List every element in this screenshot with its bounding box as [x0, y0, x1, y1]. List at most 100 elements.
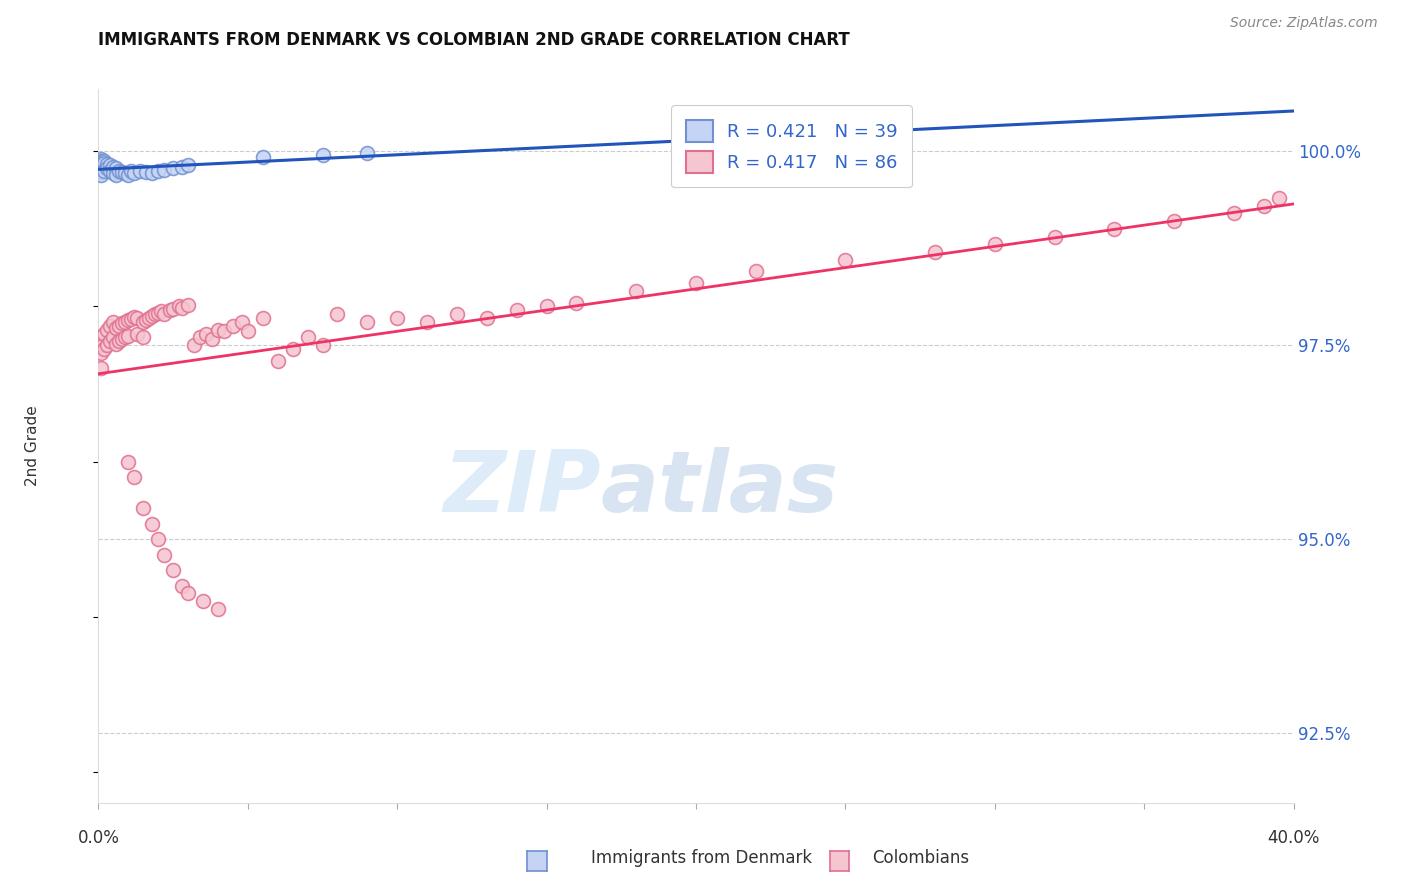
Point	[191, 594, 214, 608]
Point	[172, 160, 194, 174]
Point	[93, 156, 115, 170]
Point	[153, 307, 176, 321]
Point	[111, 317, 134, 331]
Point	[90, 156, 112, 170]
Point	[117, 313, 139, 327]
Point	[108, 318, 131, 333]
Text: Colombians: Colombians	[872, 849, 969, 867]
Point	[195, 326, 218, 341]
Point	[117, 454, 139, 468]
Point	[90, 153, 112, 168]
Point	[1253, 198, 1275, 212]
Point	[141, 516, 163, 531]
Point	[91, 338, 114, 352]
Point	[90, 161, 112, 176]
Point	[93, 342, 115, 356]
Point	[148, 164, 170, 178]
Point	[356, 315, 378, 329]
Point	[90, 168, 112, 182]
Point	[124, 310, 146, 325]
Point	[297, 330, 319, 344]
Point	[124, 470, 146, 484]
Point	[162, 563, 184, 577]
Point	[236, 324, 259, 338]
Text: IMMIGRANTS FROM DENMARK VS COLOMBIAN 2ND GRADE CORRELATION CHART: IMMIGRANTS FROM DENMARK VS COLOMBIAN 2ND…	[98, 30, 851, 48]
Point	[150, 304, 173, 318]
Point	[100, 164, 122, 178]
Point	[148, 532, 170, 546]
Point	[685, 276, 707, 290]
Point	[132, 501, 155, 516]
Point	[1043, 229, 1066, 244]
Point	[565, 295, 588, 310]
Point	[138, 311, 160, 326]
Point	[506, 303, 529, 318]
Point	[177, 586, 200, 600]
Point	[96, 156, 118, 170]
Point	[103, 330, 125, 344]
Point	[93, 163, 115, 178]
Point	[231, 315, 253, 329]
Point	[162, 301, 184, 316]
Point	[924, 245, 946, 260]
Point	[311, 148, 333, 162]
Point	[222, 318, 245, 333]
Point	[446, 307, 468, 321]
Point	[207, 323, 229, 337]
Point	[90, 163, 112, 178]
Point	[172, 301, 194, 315]
Point	[105, 161, 128, 176]
Point	[153, 548, 176, 562]
Point	[141, 166, 163, 180]
Point	[100, 158, 122, 172]
Point	[90, 157, 112, 171]
Point	[162, 161, 184, 176]
Legend: R = 0.421   N = 39, R = 0.417   N = 86: R = 0.421 N = 39, R = 0.417 N = 86	[671, 105, 912, 187]
Point	[135, 312, 157, 326]
Point	[127, 326, 149, 341]
Point	[135, 165, 157, 179]
Point	[96, 161, 118, 176]
Point	[834, 252, 856, 267]
Point	[100, 318, 122, 333]
Point	[1163, 214, 1185, 228]
Point	[132, 330, 155, 344]
Point	[93, 153, 115, 168]
Point	[105, 336, 128, 351]
Point	[96, 338, 118, 352]
Text: ZIP: ZIP	[443, 447, 600, 531]
Point	[89, 156, 111, 170]
Point	[114, 166, 136, 180]
Text: Source: ZipAtlas.com: Source: ZipAtlas.com	[1230, 16, 1378, 29]
Point	[212, 324, 235, 338]
Text: 0.0%: 0.0%	[77, 829, 120, 847]
Point	[311, 338, 333, 352]
Point	[117, 329, 139, 343]
Point	[103, 160, 125, 174]
Point	[111, 165, 134, 179]
Point	[267, 353, 290, 368]
Point	[252, 151, 274, 165]
Point	[536, 299, 558, 313]
Point	[1223, 206, 1246, 220]
Point	[132, 315, 155, 329]
Point	[93, 326, 115, 341]
Text: 40.0%: 40.0%	[1267, 829, 1320, 847]
Point	[1104, 222, 1126, 236]
Point	[103, 315, 125, 329]
Point	[90, 361, 112, 376]
Point	[114, 315, 136, 329]
Point	[141, 309, 163, 323]
Point	[177, 298, 200, 312]
Point	[167, 299, 190, 313]
Point	[124, 166, 146, 180]
Point	[143, 307, 166, 321]
Point	[281, 342, 304, 356]
Point	[90, 152, 112, 166]
Point	[188, 330, 211, 344]
Point	[90, 346, 112, 360]
Point	[385, 311, 409, 326]
Point	[172, 579, 194, 593]
Point	[201, 332, 224, 346]
Point	[117, 168, 139, 182]
